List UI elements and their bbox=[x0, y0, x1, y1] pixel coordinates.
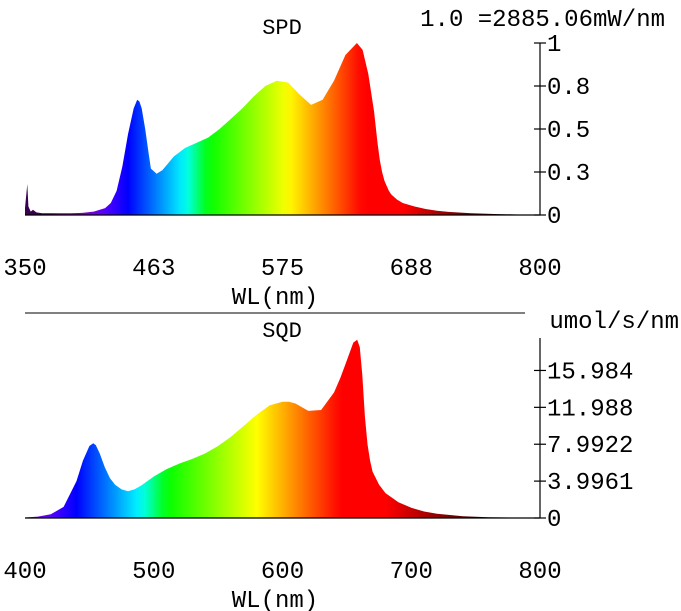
sqd-y-tick-label: 0 bbox=[547, 507, 561, 534]
spd-title: SPD bbox=[262, 16, 302, 41]
sqd-y-tick-label: 11.988 bbox=[547, 396, 633, 423]
sqd-chart: SQD umol/s/nm 03.99617.992211.98815.984 … bbox=[3, 309, 679, 611]
sqd-title: SQD bbox=[262, 319, 302, 344]
spd-x-tick-label: 350 bbox=[3, 256, 46, 283]
sqd-x-tick-label: 500 bbox=[132, 559, 175, 586]
sqd-x-tick-label: 600 bbox=[261, 559, 304, 586]
spd-scale-label: 1.0 =2885.06mW/nm bbox=[420, 7, 665, 34]
spd-y-tick-label: 0.3 bbox=[547, 161, 590, 188]
spd-y-tick-label: 1 bbox=[547, 32, 561, 59]
spd-x-axis-label: WL(nm) bbox=[232, 285, 318, 312]
spd-y-tick-label: 0 bbox=[547, 204, 561, 231]
sqd-x-tick-label: 400 bbox=[3, 559, 46, 586]
sqd-unit-label: umol/s/nm bbox=[549, 309, 679, 336]
spd-x-tick-label: 463 bbox=[132, 256, 175, 283]
spd-x-tick-label: 688 bbox=[390, 256, 433, 283]
spd-chart: SPD 1.0 =2885.06mW/nm 0 0.3 0.5 0.8 1 350 463… bbox=[3, 7, 665, 312]
sqd-y-tick-label: 3.9961 bbox=[547, 470, 633, 497]
spd-x-tick-label: 575 bbox=[261, 256, 304, 283]
sqd-x-ticks: 400 500 600 700 800 bbox=[3, 559, 561, 586]
spd-x-tick-label: 800 bbox=[518, 256, 561, 283]
sqd-y-ticks: 0 3.9961 7.9922 11.988 15.984 bbox=[534, 359, 633, 534]
sqd-x-axis-label: WL(nm) bbox=[232, 588, 318, 611]
spd-x-ticks: 350 463 575 688 800 bbox=[3, 256, 561, 283]
sqd-x-tick-label: 800 bbox=[518, 559, 561, 586]
spd-area bbox=[25, 43, 540, 215]
spd-y-ticks: 0 0.3 0.5 0.8 1 bbox=[534, 32, 590, 231]
spd-y-tick-label: 0.5 bbox=[547, 118, 590, 145]
sqd-area bbox=[25, 339, 540, 518]
sqd-y-tick-label: 15.984 bbox=[547, 359, 633, 386]
spd-y-tick-label: 0.8 bbox=[547, 75, 590, 102]
sqd-y-tick-label: 7.9922 bbox=[547, 433, 633, 460]
sqd-x-tick-label: 700 bbox=[390, 559, 433, 586]
